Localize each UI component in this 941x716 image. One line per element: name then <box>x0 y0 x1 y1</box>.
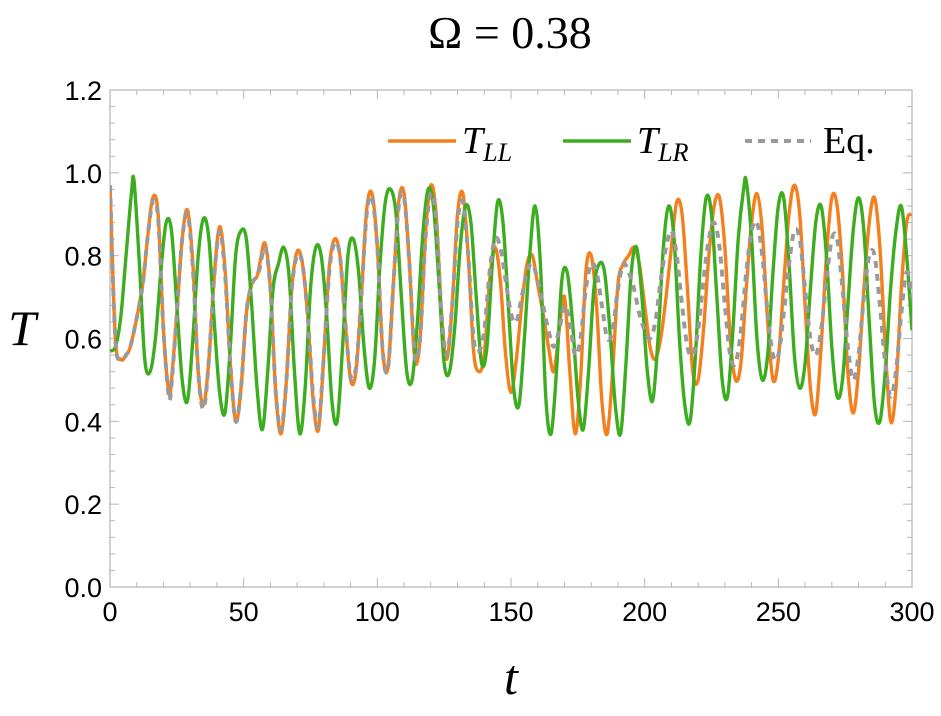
y-tick-label: 0.0 <box>64 573 102 603</box>
x-axis-label: t <box>504 649 519 705</box>
legend: TLL TLR Eq. <box>388 120 875 167</box>
y-tick-label: 0.6 <box>64 325 102 355</box>
x-tick-label: 0 <box>102 597 117 627</box>
y-axis-label: T <box>8 300 39 356</box>
y-tick-label: 0.4 <box>64 407 102 437</box>
series-line-eq <box>110 185 912 432</box>
y-tick-label: 0.2 <box>64 490 102 520</box>
legend-label: TLR <box>637 120 689 167</box>
y-tick-label: 1.2 <box>64 76 102 106</box>
tick-marks <box>109 89 913 588</box>
y-tick-label: 1.0 <box>64 159 102 189</box>
x-tick-label: 250 <box>756 597 801 627</box>
plot-area <box>109 89 913 588</box>
x-tick-label: 100 <box>355 597 400 627</box>
chart-title: Ω = 0.38 <box>428 7 592 58</box>
legend-label: Eq. <box>823 120 875 162</box>
tick-labels: 0 50 100 150 200 250 300 0.0 0.2 0.4 0.6 0.8 1.0 1.2 <box>64 76 934 627</box>
series-line-t-lr <box>110 174 912 437</box>
x-tick-label: 150 <box>488 597 533 627</box>
x-tick-label: 200 <box>622 597 667 627</box>
x-tick-label: 300 <box>889 597 934 627</box>
series-layer <box>110 174 912 437</box>
y-tick-label: 0.8 <box>64 242 102 272</box>
legend-label: TLL <box>462 120 512 167</box>
x-tick-label: 50 <box>229 597 259 627</box>
